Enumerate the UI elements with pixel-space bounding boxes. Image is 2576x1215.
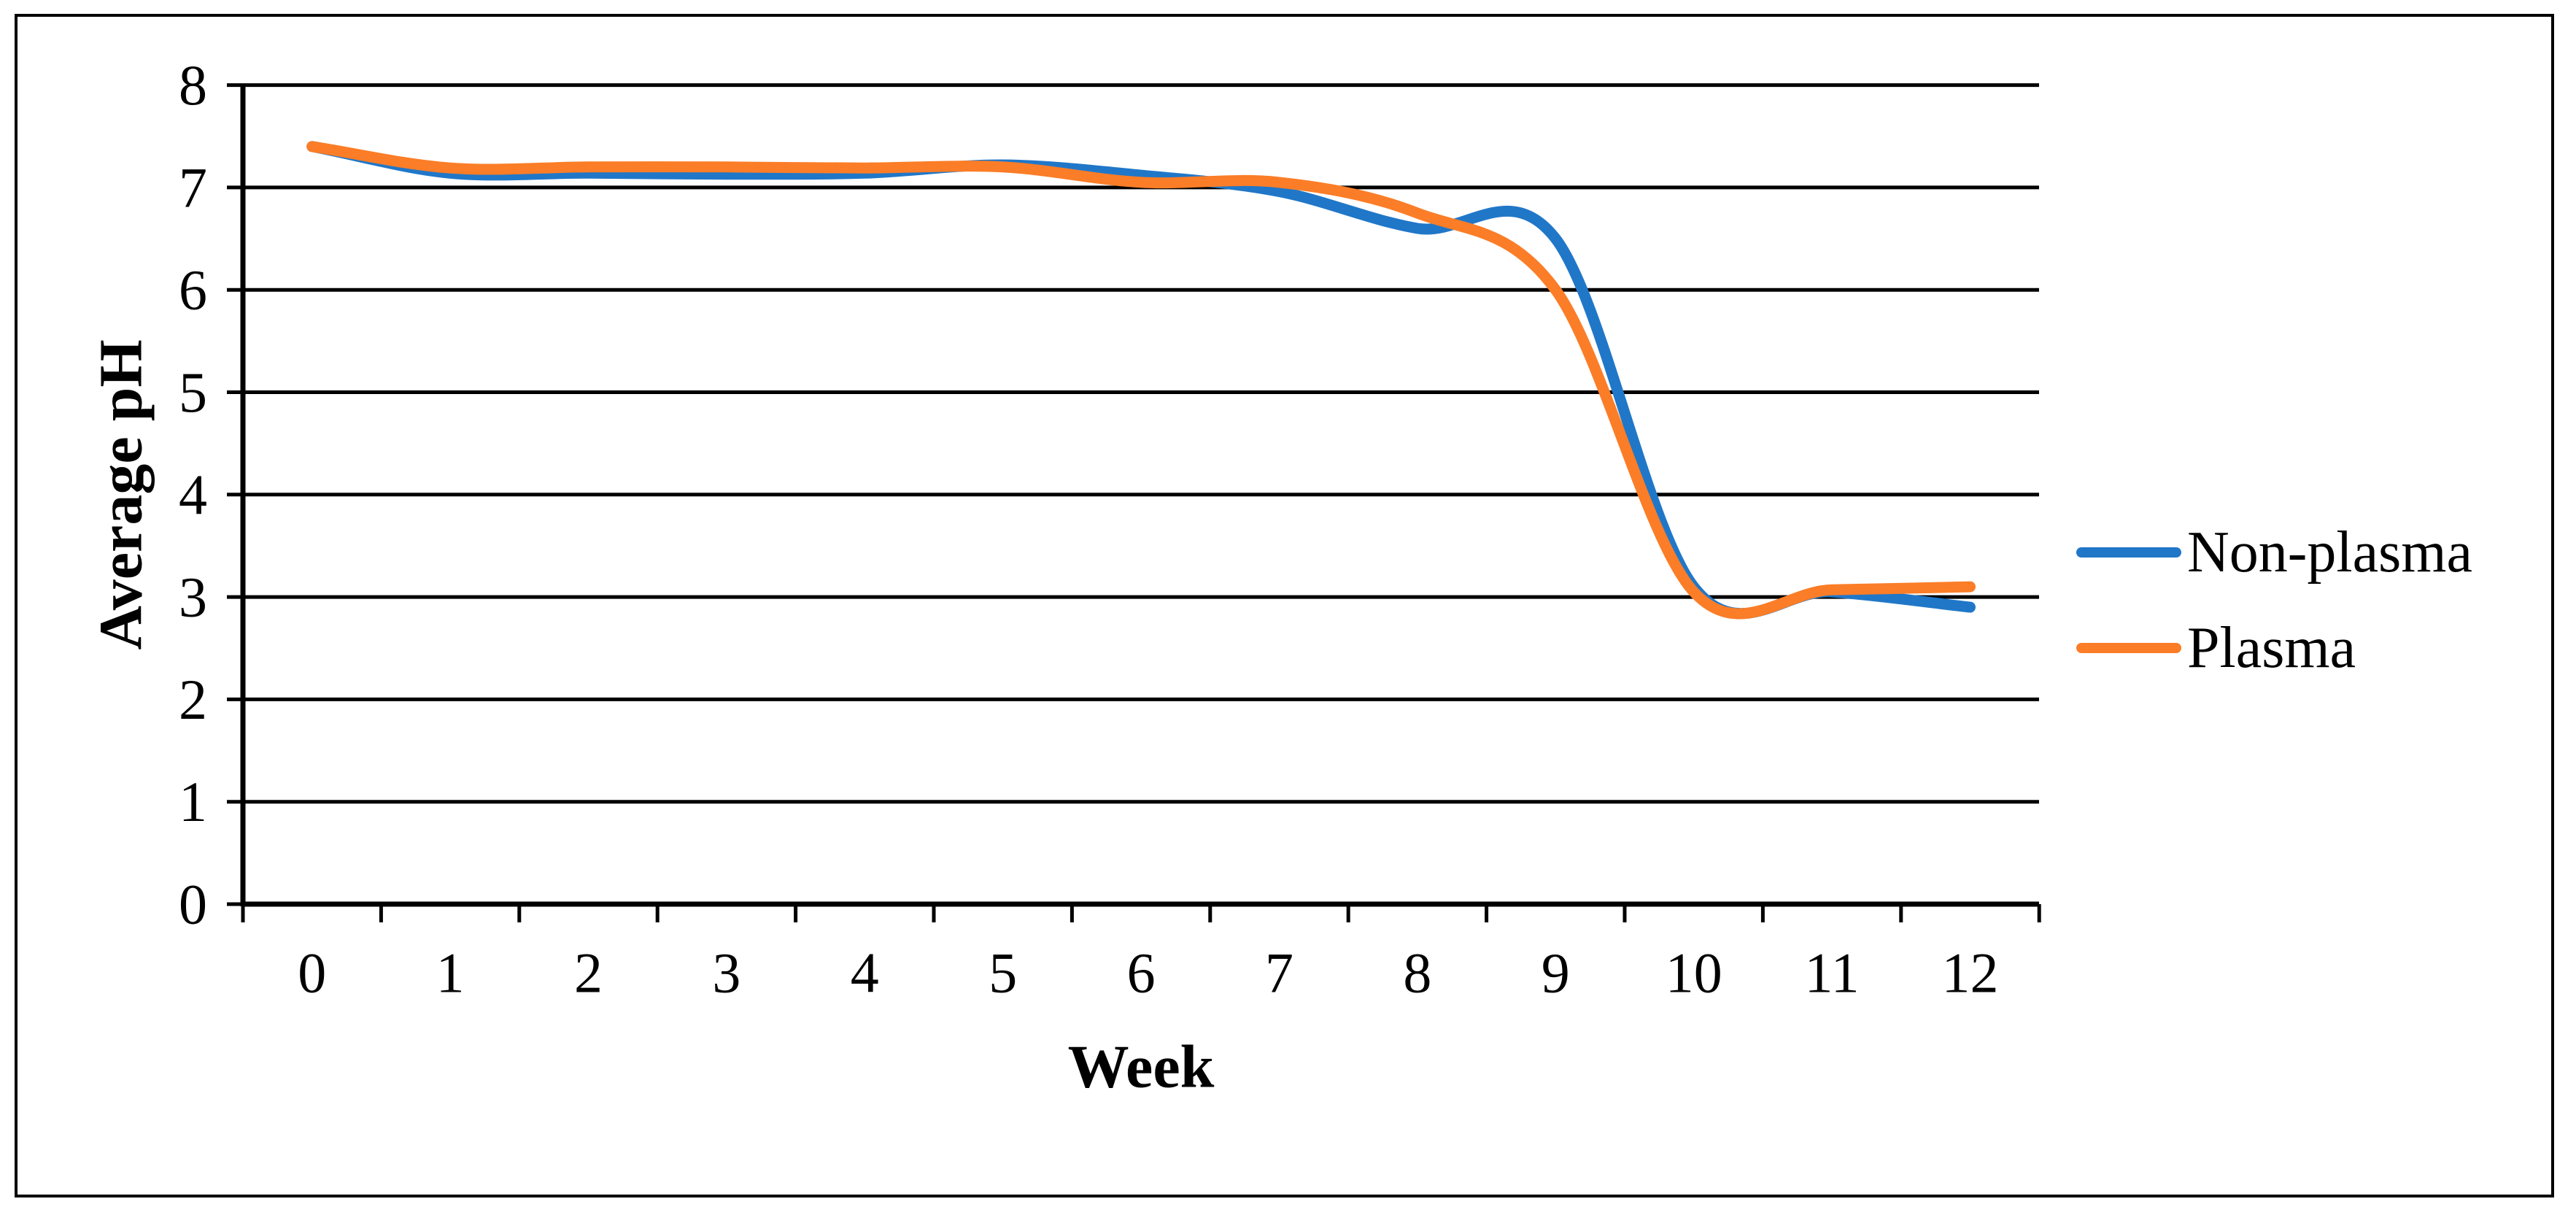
legend-label-plasma: Plasma bbox=[2187, 616, 2356, 680]
y-tick-label-2: 2 bbox=[179, 668, 207, 731]
axes bbox=[227, 83, 2041, 922]
y-tick-label-1: 1 bbox=[179, 770, 207, 833]
y-tick-label-5: 5 bbox=[179, 360, 207, 424]
x-tick-label-11: 11 bbox=[1805, 941, 1860, 1005]
y-tick-label-7: 7 bbox=[179, 155, 207, 219]
chart-frame bbox=[15, 14, 2554, 1197]
legend: Non-plasma Plasma bbox=[2076, 520, 2472, 680]
x-tick-label-3: 3 bbox=[712, 941, 740, 1005]
y-tick-label-3: 3 bbox=[179, 566, 207, 629]
x-tick-label-7: 7 bbox=[1265, 941, 1293, 1005]
y-tick-label-0: 0 bbox=[179, 873, 207, 936]
x-axis-title: Week bbox=[1068, 1033, 1215, 1101]
x-tick-label-1: 1 bbox=[436, 941, 465, 1005]
legend-label-nonplasma: Non-plasma bbox=[2187, 520, 2472, 585]
x-tick-label-5: 5 bbox=[989, 941, 1017, 1005]
x-tick-label-12: 12 bbox=[1942, 941, 1999, 1005]
x-tick-label-4: 4 bbox=[851, 941, 879, 1005]
x-tick-label-9: 9 bbox=[1542, 941, 1570, 1005]
y-tick-label-4: 4 bbox=[179, 463, 207, 526]
x-tick-label-10: 10 bbox=[1666, 941, 1722, 1005]
plot-series bbox=[306, 141, 1976, 620]
y-tick-label-6: 6 bbox=[179, 258, 207, 322]
x-tick-label-0: 0 bbox=[298, 941, 326, 1005]
y-tick-label-8: 8 bbox=[179, 53, 207, 117]
x-tick-label-6: 6 bbox=[1127, 941, 1156, 1005]
gridlines bbox=[243, 83, 2039, 804]
x-tick-label-2: 2 bbox=[574, 941, 603, 1005]
y-axis-title: Average pH bbox=[88, 339, 155, 649]
x-tick-label-8: 8 bbox=[1403, 941, 1431, 1005]
series-line-plasma bbox=[306, 141, 1976, 620]
